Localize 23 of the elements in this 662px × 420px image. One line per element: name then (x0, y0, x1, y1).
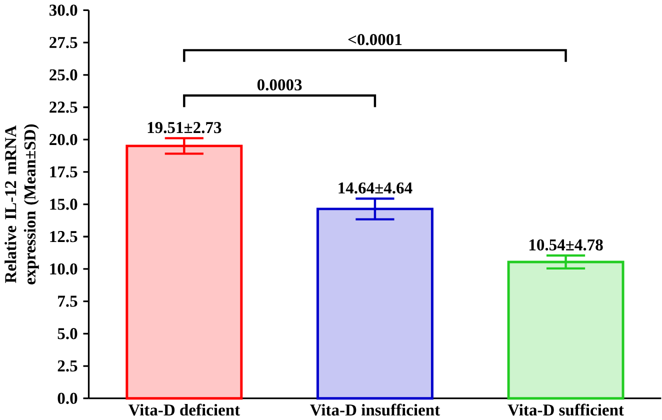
y-tick-label: 30.0 (50, 4, 78, 16)
y-tick-label: 15.0 (50, 198, 78, 210)
x-tick-label: Vita-D sufficient (508, 404, 624, 416)
y-tick-label: 10.0 (50, 263, 78, 274)
y-axis-title: Relative IL-12 mRNA expression (Mean±SD) (4, 124, 39, 284)
annotation: <0.0001 (348, 34, 402, 46)
x-tick-label: Vita-D insufficient (310, 404, 440, 416)
data-label: 10.54±4.78 (529, 239, 603, 250)
y-tick-label: 27.5 (50, 36, 78, 48)
annotation: 0.0003 (257, 79, 302, 90)
y-tick-label: 25.0 (50, 69, 78, 80)
y-tick-label: 2.5 (58, 360, 78, 372)
data-label: 19.51±2.73 (148, 122, 222, 134)
bar (507, 260, 624, 400)
y-tick-label: 0.0 (58, 392, 78, 404)
y-tick-label: 17.5 (50, 166, 78, 178)
y-tick-label: 5.0 (58, 328, 78, 340)
y-tick-label: 20.0 (50, 134, 78, 146)
x-tick-label: Vita-D deficient (128, 404, 240, 416)
data-label: 14.64±4.64 (338, 182, 412, 194)
y-tick-label: 7.5 (58, 296, 78, 307)
y-tick-label: 12.5 (50, 230, 78, 242)
y-tick-label: 22.5 (50, 102, 78, 113)
